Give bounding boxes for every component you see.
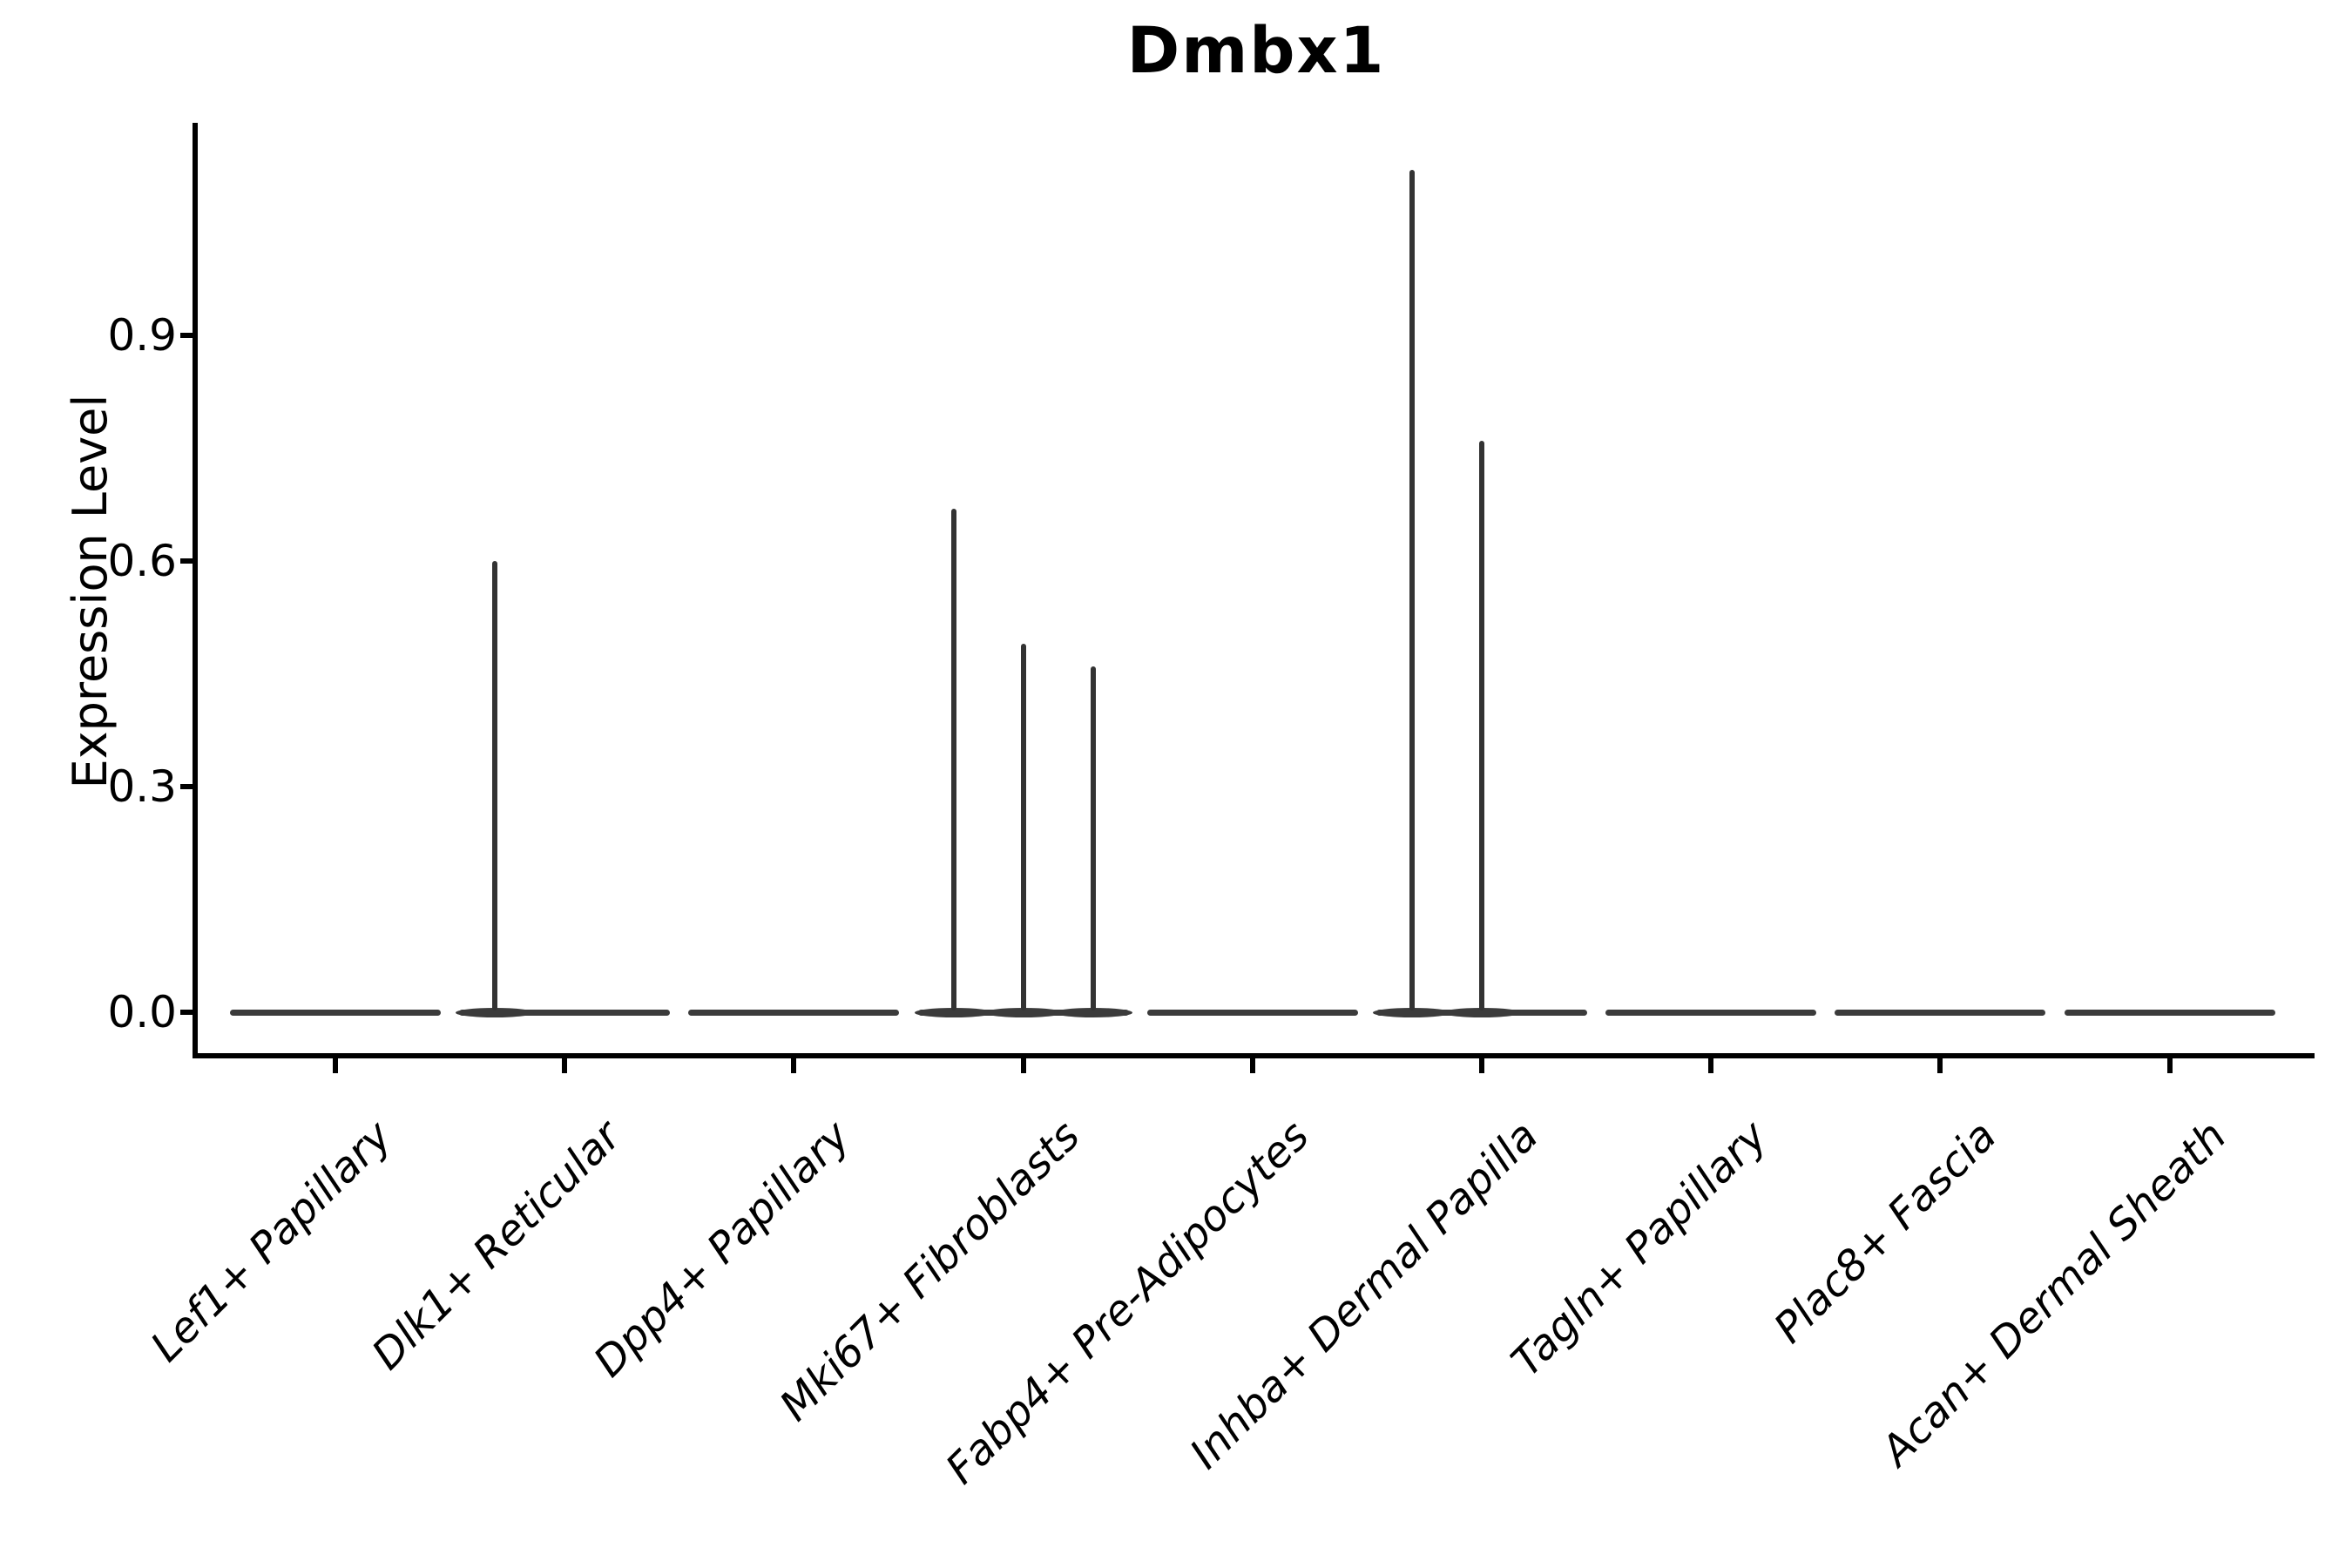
violin-spike bbox=[1020, 644, 1026, 1010]
violin-spike bbox=[1409, 170, 1415, 1010]
violin-base-swell bbox=[914, 1007, 993, 1017]
y-tick-label: 0.0 bbox=[107, 987, 177, 1037]
violin-baseline bbox=[2064, 1009, 2275, 1016]
violin-base-swell bbox=[1053, 1007, 1132, 1017]
violin-baseline bbox=[688, 1009, 900, 1016]
x-axis-label: Acan+ Dermal Sheath bbox=[1871, 1112, 2236, 1476]
violin-spike bbox=[1090, 666, 1096, 1010]
y-tick-label: 0.9 bbox=[107, 310, 177, 362]
x-tick-mark bbox=[333, 1058, 338, 1073]
x-tick-mark bbox=[1708, 1058, 1714, 1073]
violin-baseline bbox=[1835, 1009, 2046, 1016]
violin-spike bbox=[1479, 441, 1484, 1010]
y-axis-spine bbox=[193, 123, 198, 1058]
violin-baseline bbox=[459, 1009, 671, 1016]
x-tick-mark bbox=[1249, 1058, 1255, 1073]
x-tick-mark bbox=[562, 1058, 568, 1073]
violin-base-swell bbox=[1443, 1007, 1521, 1017]
violin-baseline bbox=[1605, 1009, 1817, 1016]
y-tick-mark bbox=[180, 333, 193, 339]
violin-spike bbox=[950, 508, 956, 1010]
chart-title: Dmbx1 bbox=[1126, 14, 1386, 88]
x-tick-mark bbox=[2166, 1058, 2173, 1073]
violin-base-swell bbox=[456, 1007, 535, 1017]
y-tick-label: 0.6 bbox=[107, 536, 177, 587]
x-tick-mark bbox=[791, 1058, 797, 1073]
violin-baseline bbox=[1146, 1009, 1358, 1016]
y-tick-mark bbox=[180, 784, 193, 790]
x-tick-mark bbox=[1479, 1058, 1484, 1073]
y-tick-label: 0.3 bbox=[107, 761, 177, 813]
violin-base-swell bbox=[983, 1007, 1063, 1017]
violin-baseline bbox=[230, 1009, 441, 1016]
x-axis-spine bbox=[193, 1053, 2315, 1058]
violin-spike bbox=[492, 561, 498, 1010]
y-tick-mark bbox=[180, 558, 193, 564]
violin-base-swell bbox=[1373, 1007, 1451, 1017]
y-tick-mark bbox=[180, 1010, 193, 1015]
x-tick-mark bbox=[1020, 1058, 1026, 1073]
x-tick-mark bbox=[1937, 1058, 1943, 1073]
